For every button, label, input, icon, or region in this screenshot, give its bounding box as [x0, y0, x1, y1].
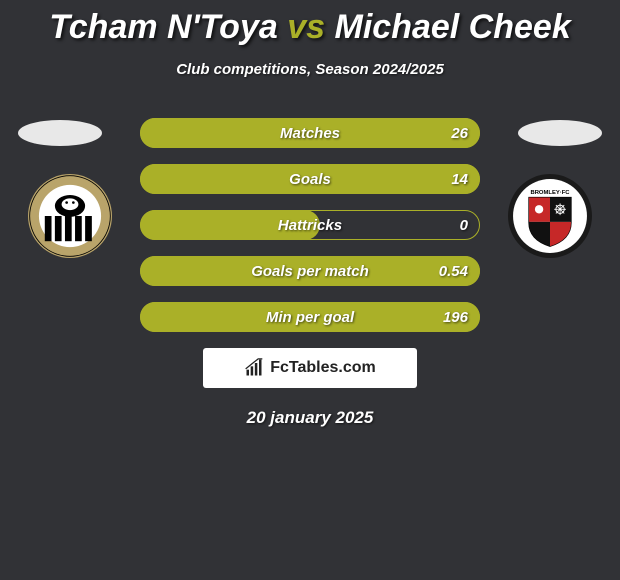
club-badge-left — [28, 174, 112, 258]
metric-bar: Min per goal196 — [140, 302, 480, 332]
metric-value-p2: 14 — [451, 164, 468, 194]
date-text: 20 january 2025 — [0, 408, 620, 428]
branding-text: FcTables.com — [270, 359, 376, 377]
metric-label: Hattricks — [140, 210, 480, 240]
comparison-title: Tcham N'Toya vs Michael Cheek — [0, 0, 620, 47]
player1-name: Tcham N'Toya — [49, 8, 278, 46]
chart-icon — [244, 358, 264, 378]
metric-value-p2: 0.54 — [439, 256, 468, 286]
subtitle: Club competitions, Season 2024/2025 — [0, 61, 620, 78]
branding-badge: FcTables.com — [203, 348, 417, 388]
club-badge-right: BROMLEY·FC — [508, 174, 592, 258]
metric-value-p2: 26 — [451, 118, 468, 148]
metric-label: Matches — [140, 118, 480, 148]
vs-text: vs — [287, 8, 325, 46]
metric-bars: Matches26 Goals14 Hattricks0 Goals per matc… — [140, 118, 480, 332]
metric-bar: Matches26 — [140, 118, 480, 148]
metric-bar: Hattricks0 — [140, 210, 480, 240]
metric-value-p2: 0 — [460, 210, 468, 240]
player2-photo-placeholder — [518, 120, 602, 146]
metric-bar: Goals per match0.54 — [140, 256, 480, 286]
metric-label: Goals — [140, 164, 480, 194]
metric-value-p2: 196 — [443, 302, 468, 332]
metric-bar: Goals14 — [140, 164, 480, 194]
player2-name: Michael Cheek — [335, 8, 571, 46]
metric-label: Min per goal — [140, 302, 480, 332]
metric-label: Goals per match — [140, 256, 480, 286]
chart-area: BROMLEY·FC Matches26 Goals14 Hattricks0 Goa… — [0, 118, 620, 332]
player1-photo-placeholder — [18, 120, 102, 146]
svg-text:BROMLEY·FC: BROMLEY·FC — [530, 190, 570, 196]
